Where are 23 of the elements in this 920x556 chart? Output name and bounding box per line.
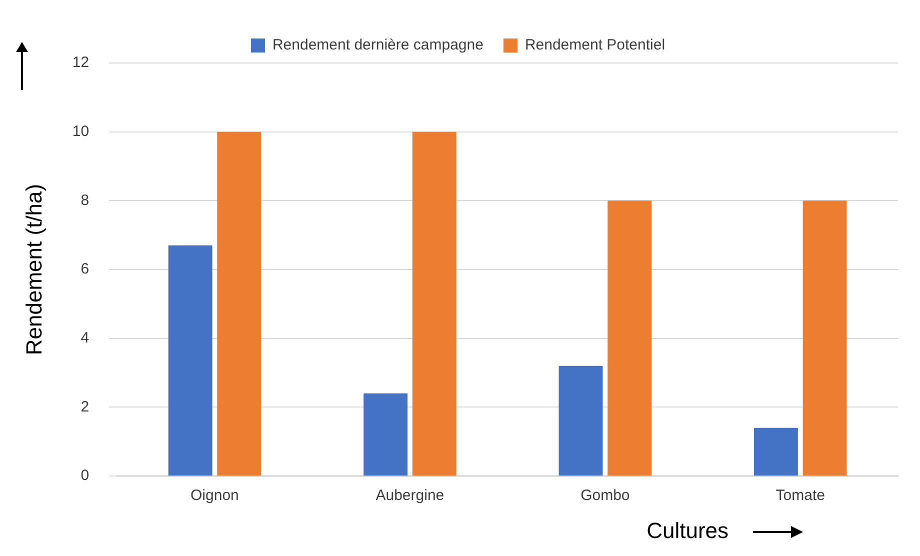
x-tick-label: Aubergine bbox=[376, 487, 444, 504]
bar bbox=[802, 200, 847, 476]
bar bbox=[364, 393, 408, 476]
bar bbox=[558, 366, 603, 476]
x-axis-title: Cultures bbox=[646, 518, 729, 544]
y-tick-label: 0 bbox=[80, 467, 90, 484]
y-tick-label: 4 bbox=[80, 329, 90, 346]
bar bbox=[217, 132, 262, 476]
y-tick-label: 10 bbox=[72, 122, 90, 140]
y-tick-label: 6 bbox=[80, 260, 90, 278]
legend-label: Rendement dernière campagne bbox=[272, 36, 484, 54]
bar bbox=[168, 245, 212, 476]
y-tick-label: 2 bbox=[80, 398, 90, 416]
bar bbox=[412, 132, 456, 476]
x-tick-label: Tomate bbox=[776, 487, 825, 504]
legend-label: Rendement Potentiel bbox=[524, 36, 666, 54]
y-axis-title: Rendement (t/ha) bbox=[21, 184, 46, 356]
bar bbox=[754, 428, 798, 476]
x-tick-label: Gombo bbox=[580, 487, 630, 504]
bar bbox=[608, 200, 652, 476]
y-tick-label: 8 bbox=[80, 192, 90, 209]
y-tick-label: 12 bbox=[72, 54, 90, 72]
x-tick-label: Oignon bbox=[190, 487, 239, 504]
